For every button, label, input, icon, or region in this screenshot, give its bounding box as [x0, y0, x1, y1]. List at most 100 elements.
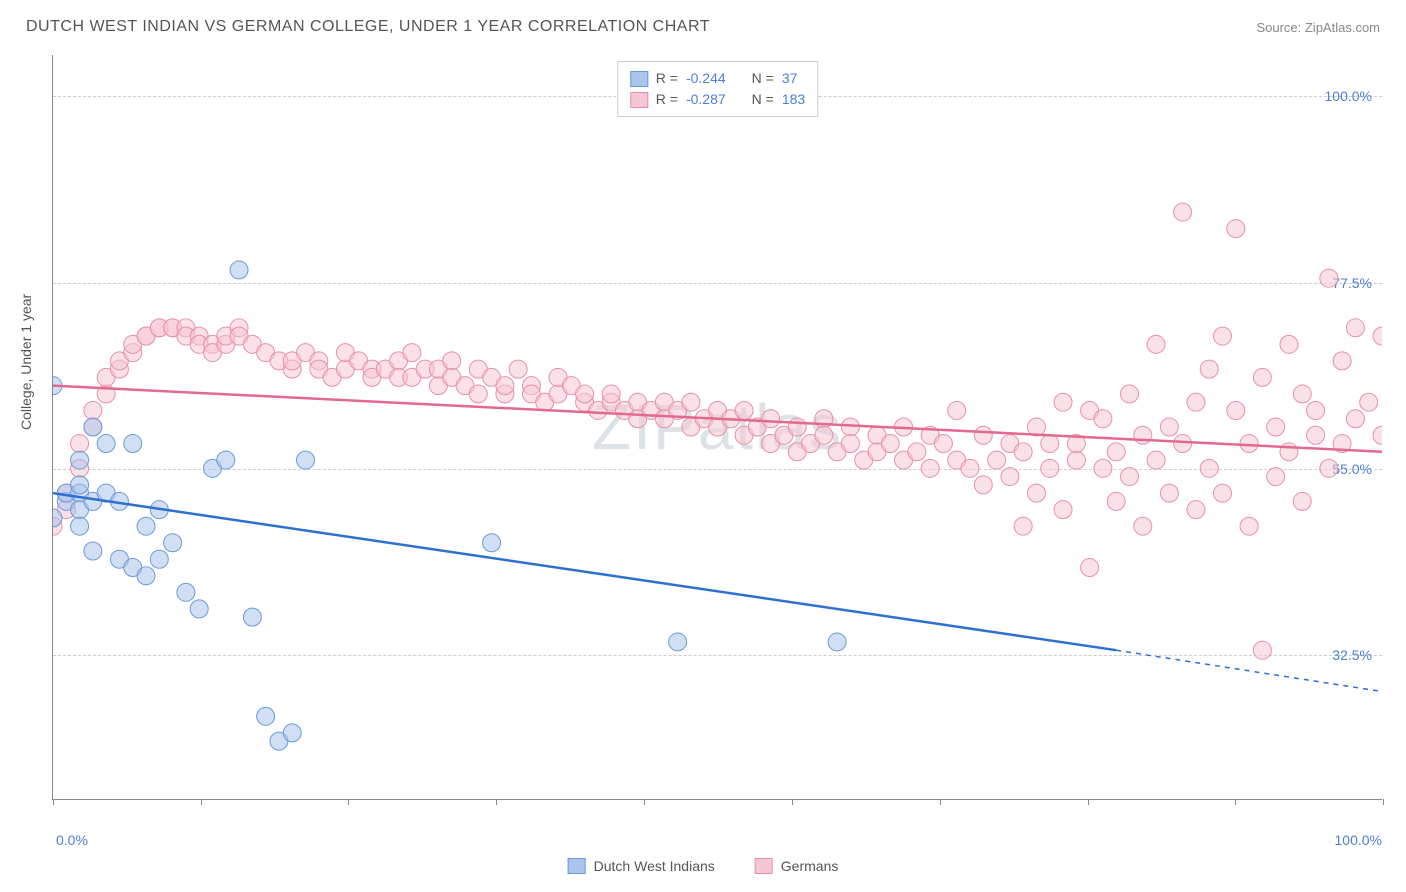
data-point [1014, 443, 1032, 461]
data-point [974, 426, 992, 444]
data-point [1187, 393, 1205, 411]
data-point [1160, 484, 1178, 502]
xtick [1383, 799, 1384, 805]
data-point [1214, 327, 1232, 345]
data-point [150, 550, 168, 568]
legend-item-2: Germans [755, 858, 839, 874]
data-point [283, 724, 301, 742]
data-point [257, 707, 275, 725]
legend-stats: R = -0.244 N = 37 R = -0.287 N = 183 [617, 61, 818, 117]
data-point [988, 451, 1006, 469]
data-point [97, 435, 115, 453]
data-point [762, 410, 780, 428]
scatter-svg [53, 55, 1382, 799]
data-point [841, 435, 859, 453]
swatch-bottom-1 [568, 858, 586, 874]
data-point [828, 633, 846, 651]
data-point [137, 567, 155, 585]
data-point [1174, 435, 1192, 453]
data-point [297, 451, 315, 469]
data-point [948, 401, 966, 419]
data-point [1147, 451, 1165, 469]
x-axis-min-label: 0.0% [56, 832, 88, 848]
legend-stats-row-1: R = -0.244 N = 37 [630, 68, 805, 89]
swatch-series-1 [630, 71, 648, 87]
source-label: Source: ZipAtlas.com [1256, 20, 1380, 35]
data-point [1307, 426, 1325, 444]
data-point [1174, 203, 1192, 221]
r-label: R = [656, 68, 678, 89]
plot-area: ZIPatlas R = -0.244 N = 37 R = -0.287 N … [52, 55, 1382, 800]
data-point [1320, 459, 1338, 477]
data-point [1280, 335, 1298, 353]
data-point [682, 393, 700, 411]
chart-title: DUTCH WEST INDIAN VS GERMAN COLLEGE, UND… [26, 18, 710, 36]
data-point [1134, 517, 1152, 535]
legend-label-2: Germans [781, 858, 839, 874]
xtick [1235, 799, 1236, 805]
data-point [1120, 385, 1138, 403]
data-point [788, 418, 806, 436]
data-point [1373, 327, 1382, 345]
data-point [1346, 410, 1364, 428]
trendline [53, 386, 1382, 452]
data-point [1253, 641, 1271, 659]
data-point [1360, 393, 1378, 411]
data-point [1054, 393, 1072, 411]
data-point [177, 583, 195, 601]
data-point [1200, 360, 1218, 378]
data-point [71, 476, 89, 494]
data-point [1280, 443, 1298, 461]
n-value-2: 183 [782, 89, 805, 110]
xtick [53, 799, 54, 805]
data-point [1027, 484, 1045, 502]
data-point [1333, 352, 1351, 370]
data-point [1094, 410, 1112, 428]
data-point [1240, 517, 1258, 535]
data-point [1346, 319, 1364, 337]
y-axis-label: College, Under 1 year [18, 294, 34, 430]
data-point [841, 418, 859, 436]
data-point [496, 377, 514, 395]
data-point [1200, 459, 1218, 477]
data-point [403, 344, 421, 362]
data-point [84, 401, 102, 419]
data-point [669, 633, 687, 651]
data-point [1293, 492, 1311, 510]
data-point [881, 435, 899, 453]
x-axis-max-label: 100.0% [1335, 832, 1382, 848]
data-point [1307, 401, 1325, 419]
data-point [1081, 559, 1099, 577]
data-point [908, 443, 926, 461]
data-point [1134, 426, 1152, 444]
trendline-extrapolated [1116, 650, 1382, 691]
data-point [1214, 484, 1232, 502]
data-point [71, 435, 89, 453]
data-point [124, 435, 142, 453]
data-point [1320, 269, 1338, 287]
data-point [71, 517, 89, 535]
data-point [1041, 435, 1059, 453]
data-point [84, 418, 102, 436]
data-point [443, 352, 461, 370]
data-point [1001, 468, 1019, 486]
data-point [1267, 468, 1285, 486]
xtick [644, 799, 645, 805]
xtick [496, 799, 497, 805]
data-point [483, 534, 501, 552]
data-point [84, 542, 102, 560]
xtick [792, 799, 793, 805]
legend-stats-row-2: R = -0.287 N = 183 [630, 89, 805, 110]
data-point [974, 476, 992, 494]
data-point [1253, 368, 1271, 386]
data-point [243, 608, 261, 626]
data-point [1107, 492, 1125, 510]
r-value-1: -0.244 [686, 68, 726, 89]
data-point [576, 385, 594, 403]
data-point [1147, 335, 1165, 353]
xtick [1088, 799, 1089, 805]
legend-label-1: Dutch West Indians [594, 858, 715, 874]
trendline [53, 493, 1116, 650]
n-label: N = [752, 68, 774, 89]
swatch-bottom-2 [755, 858, 773, 874]
